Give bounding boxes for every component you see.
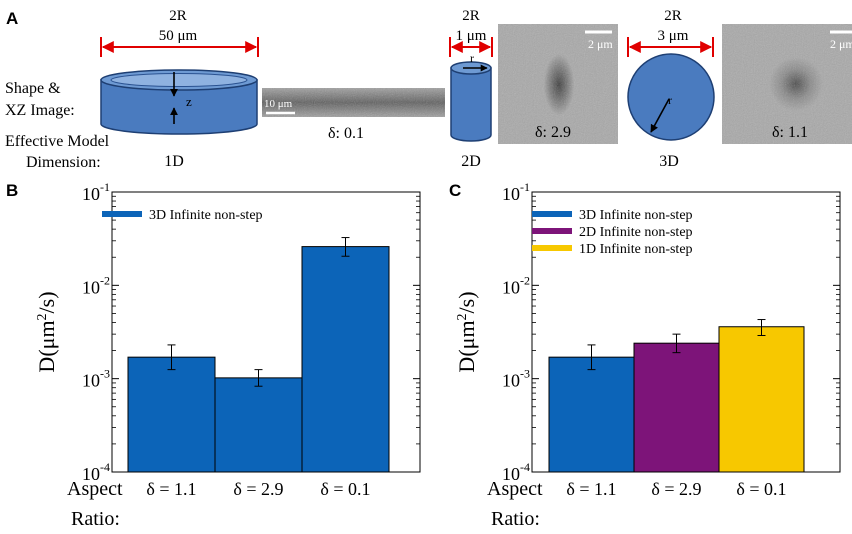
cylinder-dim-top: 2R: [462, 8, 480, 24]
legend-swatch: [102, 211, 142, 217]
y-tick-label: 10-2: [502, 273, 530, 297]
micrograph-3d: 2 μm δ: 1.1: [722, 24, 852, 144]
disk-axis-label: z: [186, 94, 192, 109]
cylinder-shape: 2R 1 μm r 2D: [449, 8, 493, 170]
y-tick-label: 10-3: [502, 367, 530, 391]
x-tick-label: δ = 2.9: [233, 479, 283, 499]
chart-c: 10-1 10-2 10-3 10-4 D(μm2/s) δ = 1.1 δ = 2.9 δ …: [454, 180, 841, 530]
disk-shape: 2R 50 μm z 1D: [100, 8, 259, 170]
x-axis-label-line2: Ratio:: [71, 508, 120, 529]
x-tick-label: δ = 0.1: [736, 479, 786, 499]
legend-label: 2D Infinite non-step: [579, 225, 693, 240]
micro2-delta-label: δ: 1.1: [772, 124, 808, 141]
sphere-dim-value: 3 μm: [658, 28, 689, 44]
sphere-shape: 2R 3 μm r 3D: [627, 8, 715, 170]
y-tick-label: 10-3: [82, 367, 110, 391]
legend-label: 1D Infinite non-step: [579, 242, 693, 257]
panel-c-letter: C: [449, 181, 461, 200]
panel-b-letter: B: [6, 181, 18, 200]
dimension-label: Dimension:: [26, 154, 101, 171]
effective-model-label: Effective Model: [5, 133, 110, 150]
bar: [718, 326, 805, 473]
y-tick-label: 10-2: [82, 273, 110, 297]
disk-dim-top: 2R: [169, 8, 187, 24]
disk-model-dim: 1D: [164, 153, 184, 170]
y-tick-label: 10-4: [502, 460, 530, 484]
cylinder-axis-label: r: [470, 51, 474, 65]
x-axis-label-line1: Aspect: [67, 478, 123, 500]
panel-a-letter: A: [6, 9, 18, 28]
micro1-scale-label: 2 μm: [588, 37, 613, 51]
y-tick-label: 10-4: [82, 460, 110, 484]
x-tick-label: δ = 1.1: [566, 479, 616, 499]
sphere-dim-top: 2R: [664, 8, 682, 24]
legend-swatch: [532, 245, 572, 251]
y-tick-label: 10-1: [502, 180, 530, 204]
x-axis-label-line1: Aspect: [487, 478, 543, 500]
bar: [127, 356, 216, 473]
cylinder-model-dim: 2D: [461, 153, 481, 170]
disk-dim-value: 50 μm: [159, 28, 198, 44]
sphere-axis-label: r: [668, 93, 672, 107]
micrograph-2d: 2 μm δ: 2.9: [498, 24, 618, 144]
cylinder-dim-value: 1 μm: [456, 28, 487, 44]
micro1-delta-label: δ: 2.9: [535, 124, 571, 141]
y-tick-label: 10-1: [82, 180, 110, 204]
bar: [301, 246, 390, 473]
x-axis-label-line2: Ratio:: [491, 508, 540, 529]
x-tick-label: δ = 0.1: [320, 479, 370, 499]
legend-label: 3D Infinite non-step: [579, 208, 693, 223]
strip-delta-label: δ: 0.1: [328, 125, 364, 142]
x-tick-label: δ = 1.1: [146, 479, 196, 499]
panel-b: B 10-1 10-2 10-3 10-4 D(μm2/s) δ = 1.1 δ = 2.9…: [6, 180, 421, 530]
sphere-r-arrow-icon: [650, 98, 670, 133]
bar: [548, 356, 635, 473]
panel-a: A Shape & XZ Image: Effective Model Dime…: [5, 8, 852, 171]
y-axis-label: D(μm2/s): [34, 291, 59, 372]
chart-b: 10-1 10-2 10-3 10-4 D(μm2/s) δ = 1.1 δ = 2.9 δ …: [34, 180, 421, 530]
legend-swatch: [532, 228, 572, 234]
y-axis-label: D(μm2/s): [454, 291, 479, 372]
legend-label: 3D Infinite non-step: [149, 208, 263, 223]
bar: [633, 342, 720, 473]
shape-label: Shape &: [5, 80, 61, 97]
bar: [214, 377, 303, 473]
micro2-scale-label: 2 μm: [830, 37, 852, 51]
sphere-model-dim: 3D: [659, 153, 679, 170]
strip-scale-label: 10 μm: [264, 98, 293, 110]
xz-image-strip: 10 μm δ: 0.1: [262, 88, 445, 142]
panel-c: C 10-1 10-2 10-3 10-4 D(μm2/s) δ = 1.1 δ = 2.9…: [449, 180, 841, 530]
legend-swatch: [532, 211, 572, 217]
xz-image-label: XZ Image:: [5, 102, 75, 119]
x-tick-label: δ = 2.9: [651, 479, 701, 499]
